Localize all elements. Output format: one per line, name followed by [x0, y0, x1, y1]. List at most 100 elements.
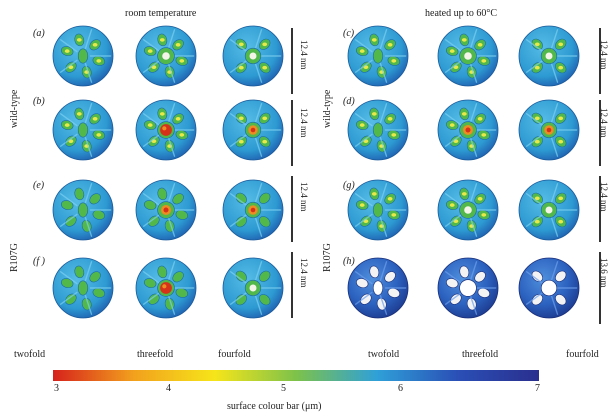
scale-label-a: 12.4 nm: [299, 40, 309, 70]
capsid-c-threefold-hole-inner: [478, 43, 483, 47]
capsid-b-threefold-core: [160, 124, 172, 136]
capsid-d-fourfold-hole-inner: [558, 117, 563, 121]
capsid-b-twofold-hole-inner: [77, 112, 82, 116]
capsid-g-fourfold-hole-inner: [558, 220, 563, 224]
capsid-b-fourfold-hole-inner: [262, 117, 267, 121]
capsid-a-twofold-hole-inner: [77, 38, 82, 42]
capsid-d-threefold-hole-inner: [450, 123, 455, 127]
capsid-f-threefold-core: [160, 282, 172, 294]
capsid-c-twofold-center-hole: [373, 49, 383, 63]
capsid-c-threefold-core: [464, 52, 472, 60]
capsid-b-threefold-core-highlight: [162, 126, 166, 130]
panel-label-f: (f ): [33, 256, 45, 267]
capsid-f-fourfold-core: [250, 285, 257, 292]
capsid-a-threefold-core: [162, 52, 170, 60]
capsid-g-twofold-hole-inner: [372, 192, 377, 196]
capsid-b-twofold-center-hole: [78, 123, 88, 137]
capsid-g-threefold-hole-inner: [462, 192, 467, 196]
capsid-d-threefold-hole-inner: [478, 117, 483, 121]
capsid-a-twofold-hole-inner: [96, 59, 101, 63]
capsid-c-fourfold-hole-inner: [558, 66, 563, 70]
capsid-c-twofold-hole-inner: [372, 38, 377, 42]
capsid-a-threefold-hole-inner: [148, 49, 153, 53]
capsid-a-threefold-hole-inner: [179, 59, 184, 63]
scale-label-g: 12.4 nm: [599, 182, 609, 212]
scale-label-h: 13.6 nm: [599, 258, 609, 288]
capsid-b-threefold-hole-inner: [179, 133, 184, 137]
scale-label-c: 12.4 nm: [599, 40, 609, 70]
capsid-b-fourfold-core-center: [251, 128, 256, 133]
capsid-d-twofold-center-hole: [373, 123, 383, 137]
colorbar-tick-7: 7: [535, 383, 540, 394]
capsid-c-threefold-hole-inner: [481, 59, 486, 63]
capsid-g-twofold-hole-inner: [360, 203, 365, 207]
panel-label-b: (b): [33, 96, 45, 107]
capsid-b-twofold-hole-inner: [96, 133, 101, 137]
capsid-d-threefold-hole-inner: [462, 112, 467, 116]
panel-label-h: (h): [343, 256, 355, 267]
capsid-e-fourfold-core-center: [251, 208, 256, 213]
capsid-e-twofold-center-hole: [78, 203, 88, 217]
capsid-c-threefold-hole-inner: [450, 49, 455, 53]
capsid-a-fourfold-core: [250, 53, 257, 60]
capsid-g-twofold-hole-inner: [388, 197, 393, 201]
capsid-f-twofold-center-hole: [78, 281, 88, 295]
capsid-e-threefold-core-center: [164, 208, 169, 213]
capsid-g-threefold-hole-inner: [481, 213, 486, 217]
scale-label-f: 12.4 nm: [299, 258, 309, 288]
capsid-g-threefold-hole-inner: [478, 197, 483, 201]
capsid-c-twofold-hole-inner: [391, 59, 396, 63]
capsid-b-twofold-hole-inner: [93, 117, 98, 121]
view-label-fourfold-right: fourfold: [566, 349, 599, 360]
capsid-d-threefold-hole-inner: [481, 133, 486, 137]
capsid-g-threefold-hole-inner: [450, 203, 455, 207]
view-label-fourfold-left: fourfold: [218, 349, 251, 360]
panel-label-a: (a): [33, 28, 45, 39]
capsid-b-threefold-hole-inner: [176, 117, 181, 121]
capsid-c-twofold-hole-inner: [360, 49, 365, 53]
row-label-r107g-right: R107G: [322, 243, 333, 272]
view-label-twofold-right: twofold: [368, 349, 399, 360]
capsid-b-threefold-hole-inner: [148, 123, 153, 127]
capsid-d-fourfold-core-center: [547, 128, 552, 133]
row-label-wild-type-right: wild-type: [322, 90, 333, 128]
capsid-g-fourfold-hole-inner: [558, 197, 563, 201]
view-label-threefold-left: threefold: [137, 349, 173, 360]
capsid-h-threefold-center-hole: [460, 280, 477, 297]
capsid-d-threefold-core-center: [466, 128, 471, 133]
panel-label-d: (d): [343, 96, 355, 107]
capsid-d-twofold-hole-inner: [360, 123, 365, 127]
capsid-c-twofold-hole-inner: [388, 43, 393, 47]
capsid-c-fourfold-hole-inner: [558, 43, 563, 47]
capsid-b-fourfold-hole-inner: [262, 140, 267, 144]
capsid-d-fourfold-hole-inner: [558, 140, 563, 144]
header-heated: heated up to 60°C: [425, 8, 497, 19]
header-room-temperature: room temperature: [125, 8, 196, 19]
scale-label-b: 12.4 nm: [299, 108, 309, 138]
panel-label-e: (e): [33, 180, 44, 191]
colorbar: [53, 370, 539, 381]
capsid-g-fourfold-core: [546, 207, 553, 214]
capsid-g-twofold-center-hole: [373, 203, 383, 217]
capsid-a-fourfold-hole-inner: [262, 66, 267, 70]
capsid-d-twofold-hole-inner: [391, 133, 396, 137]
capsid-d-twofold-hole-inner: [388, 117, 393, 121]
scale-label-d: 12.4 nm: [599, 108, 609, 138]
panel-label-c: (c): [343, 28, 354, 39]
capsid-a-threefold-hole-inner: [160, 38, 165, 42]
capsid-a-twofold-hole-inner: [65, 49, 70, 53]
scale-label-e: 12.4 nm: [299, 182, 309, 212]
capsid-a-twofold-hole-inner: [93, 43, 98, 47]
panel-label-g: (g): [343, 180, 355, 191]
capsid-b-threefold-hole-inner: [160, 112, 165, 116]
row-label-wild-type-left: wild-type: [9, 90, 20, 128]
capsid-g-twofold-hole-inner: [391, 213, 396, 217]
capsid-a-twofold-center-hole: [78, 49, 88, 63]
colorbar-tick-4: 4: [166, 383, 171, 394]
colorbar-tick-3: 3: [54, 383, 59, 394]
view-label-twofold-left: twofold: [14, 349, 45, 360]
capsid-c-fourfold-core: [546, 53, 553, 60]
capsid-g-threefold-core: [464, 206, 472, 214]
capsid-a-threefold-hole-inner: [176, 43, 181, 47]
